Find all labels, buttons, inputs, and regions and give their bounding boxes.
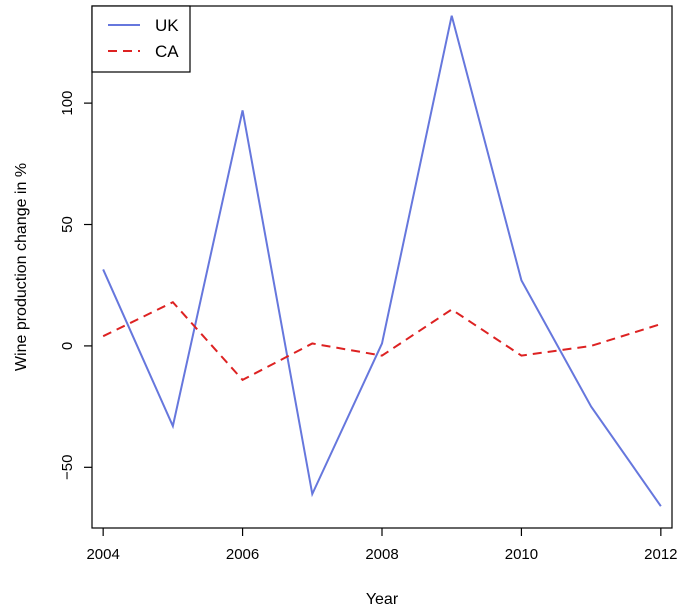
- x-tick-label: 2004: [86, 546, 119, 563]
- y-tick-label: 100: [59, 91, 76, 116]
- legend: UK CA: [91, 5, 191, 73]
- legend-box: [91, 5, 191, 73]
- x-tick-label: 2012: [644, 546, 677, 563]
- y-tick-label: 50: [59, 216, 76, 233]
- series-uk-line: [102, 15, 662, 507]
- y-axis: −50 0 50 100: [59, 91, 92, 480]
- y-tick-label: 0: [59, 342, 76, 350]
- x-tick-label: 2010: [505, 546, 538, 563]
- y-tick-label: −50: [59, 455, 76, 480]
- x-tick-label: 2008: [365, 546, 398, 563]
- plot-frame: [91, 5, 673, 529]
- legend-uk-label: UK: [155, 16, 179, 35]
- x-tick-label: 2006: [226, 546, 259, 563]
- legend-ca-label: CA: [155, 42, 179, 61]
- x-axis-title: Year: [366, 591, 399, 608]
- series-layer: [102, 15, 662, 507]
- y-axis-title: Wine production change in %: [13, 163, 30, 371]
- series-ca-line: [102, 300, 662, 382]
- x-axis: 2004 2006 2008 2010 2012: [86, 528, 678, 563]
